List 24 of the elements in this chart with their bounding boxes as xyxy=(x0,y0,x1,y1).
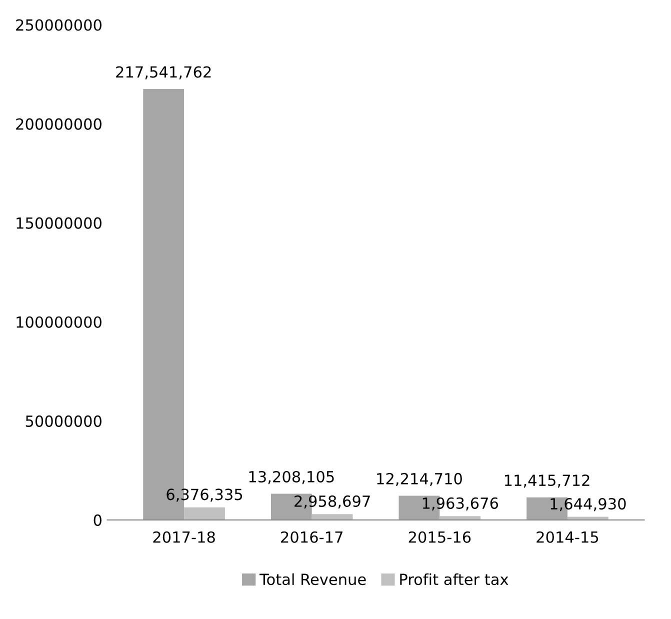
x-tick-label: 2016-17 xyxy=(281,531,342,543)
y-tick-label: 200000000 xyxy=(16,118,102,130)
bar xyxy=(184,507,225,520)
data-label: 6,376,335 xyxy=(166,488,242,502)
y-tick-label: 100000000 xyxy=(16,316,102,328)
x-tick-label: 2015-16 xyxy=(408,531,471,543)
y-tick-label: 150000000 xyxy=(16,217,102,229)
legend-label: Profit after tax xyxy=(400,573,508,586)
x-tick-label: 2014-15 xyxy=(536,531,598,543)
data-label: 217,541,762 xyxy=(116,66,211,80)
legend-label: Total Revenue xyxy=(259,573,366,586)
data-label: 1,644,930 xyxy=(550,498,626,512)
bar xyxy=(312,514,353,520)
data-label: 12,214,710 xyxy=(377,472,462,486)
y-tick-label: 0 xyxy=(94,514,102,526)
x-tick-label: 2017-18 xyxy=(153,531,215,543)
data-label: 13,208,105 xyxy=(249,470,334,484)
data-label: 2,958,697 xyxy=(294,495,370,509)
y-tick-label: 250000000 xyxy=(16,19,102,31)
data-label: 11,415,712 xyxy=(504,474,590,488)
bar xyxy=(567,516,608,520)
y-tick-label: 50000000 xyxy=(26,415,102,427)
data-label: 1,963,676 xyxy=(422,497,498,510)
bar xyxy=(440,516,481,520)
